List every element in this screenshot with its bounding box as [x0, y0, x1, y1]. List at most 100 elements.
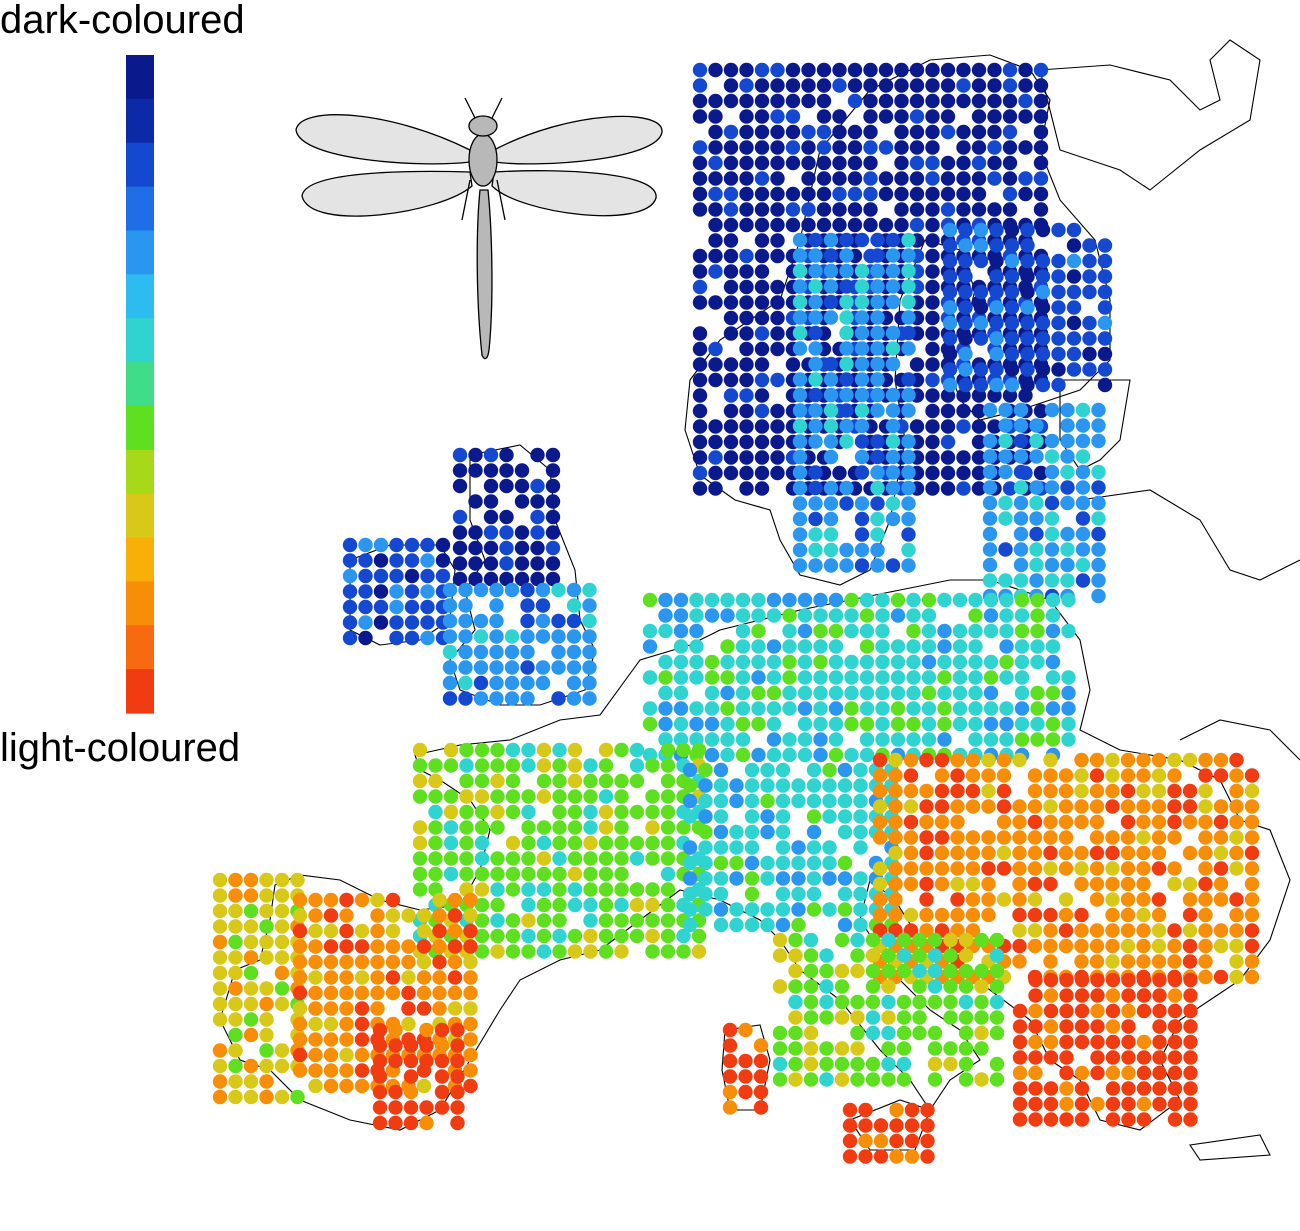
data-dot	[839, 434, 854, 449]
data-dot	[1089, 938, 1105, 954]
data-dot	[389, 599, 404, 615]
data-dot	[968, 654, 983, 670]
data-dot	[274, 888, 290, 903]
data-dot	[259, 934, 274, 950]
data-dot	[404, 630, 420, 646]
data-dot	[989, 1010, 1005, 1025]
data-dot	[788, 1072, 803, 1087]
data-dot	[704, 701, 720, 716]
data-dot	[1020, 253, 1035, 269]
data-dot	[803, 1041, 819, 1056]
data-dot	[854, 232, 870, 248]
data-dot	[598, 944, 614, 959]
data-dot	[704, 592, 720, 608]
data-dot	[888, 892, 903, 907]
data-dot	[292, 1016, 308, 1032]
data-dot	[673, 608, 689, 623]
data-dot	[958, 1025, 974, 1041]
data-dot	[1030, 639, 1045, 654]
data-dot	[1091, 573, 1106, 588]
data-dot	[1136, 1081, 1152, 1096]
data-dot	[692, 419, 708, 434]
data-dot	[474, 913, 490, 928]
data-dot	[354, 1016, 370, 1032]
data-dot	[834, 994, 850, 1010]
data-dot	[614, 928, 629, 944]
data-dot	[808, 403, 823, 418]
data-dot	[785, 62, 801, 78]
data-dot	[463, 1016, 478, 1032]
data-dot	[373, 537, 389, 553]
data-dot	[598, 773, 614, 789]
data-dot	[1044, 542, 1060, 557]
data-dot	[832, 465, 847, 481]
data-dot	[956, 481, 971, 496]
data-dot	[775, 778, 791, 793]
data-dot	[950, 814, 965, 830]
data-dot	[1060, 433, 1075, 449]
data-dot	[521, 758, 536, 773]
data-dot	[450, 1069, 465, 1084]
data-dot	[723, 93, 739, 109]
data-dot	[754, 450, 770, 465]
data-dot	[1043, 1096, 1059, 1112]
data-dot	[981, 799, 996, 814]
data-dot	[403, 1084, 419, 1100]
data-dot	[850, 994, 865, 1010]
data-dot	[1136, 1003, 1152, 1019]
data-dot	[885, 496, 901, 511]
data-dot	[839, 496, 854, 511]
data-dot	[1213, 830, 1229, 845]
data-dot	[739, 78, 754, 93]
data-dot	[965, 783, 981, 799]
data-dot	[873, 1118, 889, 1133]
data-dot	[863, 186, 878, 202]
data-dot	[875, 654, 890, 670]
data-dot	[452, 540, 468, 556]
data-dot	[614, 773, 629, 789]
data-dot	[982, 511, 998, 526]
data-dot	[698, 871, 713, 886]
data-dot	[839, 558, 854, 573]
data-dot	[839, 263, 854, 279]
data-dot	[1002, 78, 1018, 93]
data-dot	[1167, 752, 1182, 768]
data-dot	[1045, 716, 1061, 732]
data-dot	[720, 592, 735, 608]
data-dot	[692, 248, 708, 264]
data-dot	[551, 613, 566, 629]
data-dot	[704, 670, 720, 685]
data-dot	[903, 752, 919, 768]
data-dot	[888, 799, 903, 814]
data-dot	[1105, 1112, 1121, 1127]
data-dot	[942, 300, 958, 315]
data-dot	[803, 994, 819, 1010]
data-dot	[682, 793, 698, 809]
data-dot	[1033, 93, 1049, 109]
data-dot	[901, 294, 916, 310]
data-dot	[1061, 685, 1076, 701]
data-dot	[958, 932, 974, 948]
data-dot	[1091, 433, 1106, 449]
data-dot	[881, 979, 896, 994]
data-dot	[896, 1025, 912, 1041]
data-dot	[858, 1118, 873, 1133]
data-dot	[1198, 876, 1213, 892]
data-dot	[1045, 639, 1061, 654]
data-dot	[505, 866, 521, 882]
data-dot	[958, 331, 973, 346]
data-dot	[989, 1072, 1005, 1087]
data-dot	[940, 434, 956, 450]
data-dot	[1105, 1003, 1121, 1019]
data-dot	[927, 1041, 943, 1056]
data-dot	[770, 310, 785, 326]
data-dot	[520, 598, 535, 613]
data-dot	[412, 882, 428, 897]
data-dot	[520, 629, 535, 644]
data-dot	[490, 913, 505, 928]
data-dot	[885, 449, 901, 465]
data-dot	[808, 418, 823, 434]
data-dot	[1097, 300, 1113, 315]
data-dot	[889, 1118, 904, 1133]
data-dot	[1136, 938, 1151, 954]
